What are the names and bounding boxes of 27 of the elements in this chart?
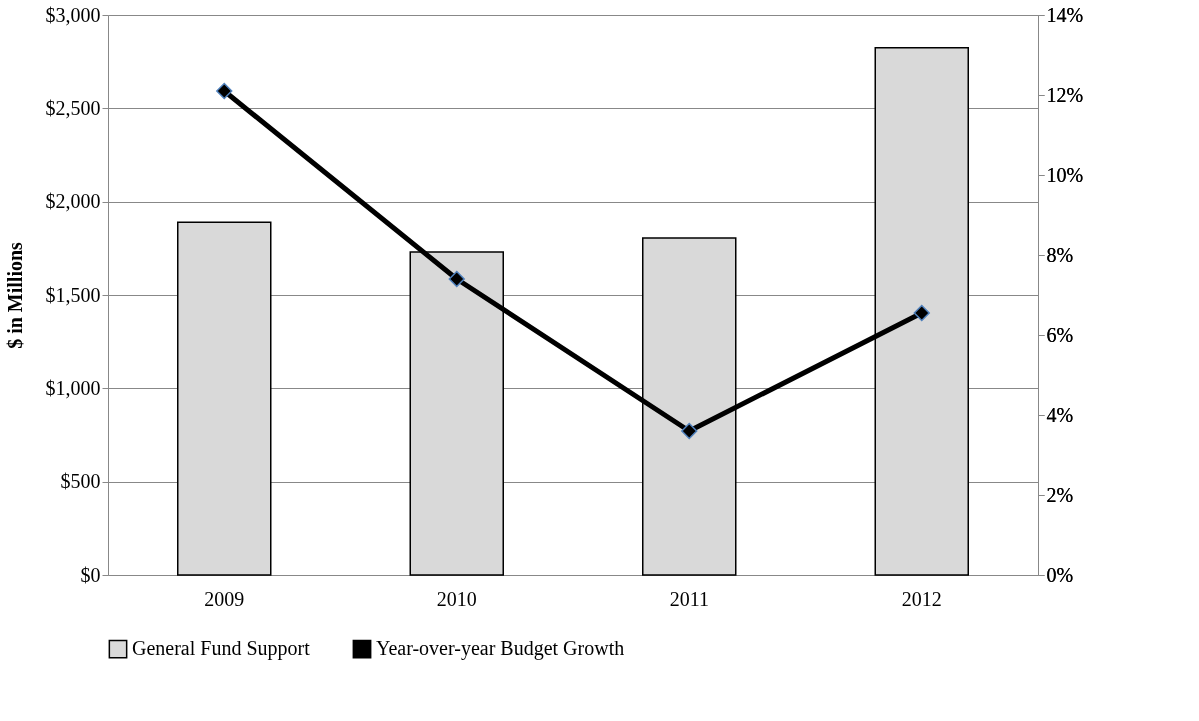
y2-tick-label: 14% [1046, 3, 1084, 26]
y-tick-label: $1,000 [45, 376, 101, 399]
y-tick-label: $2,500 [45, 96, 101, 119]
point [216, 82, 233, 100]
point [913, 304, 930, 322]
y2-tick-label: 6% [1046, 323, 1074, 346]
x-tick-label: 2009 [204, 587, 245, 610]
point [448, 270, 465, 288]
y2-tick-label: 2% [1046, 483, 1074, 506]
legend-label: General Fund Support [132, 637, 311, 661]
y2-tick-label: 12% [1046, 83, 1084, 106]
x-tick-label: 2011 [669, 587, 709, 610]
y2-tick-label: 4% [1046, 403, 1074, 426]
point [681, 422, 698, 440]
y-tick-label: $2,000 [45, 190, 101, 213]
legend-label: Year-over-year Budget Growth [376, 637, 625, 661]
y2-tick-label: 8% [1046, 243, 1074, 266]
y2-tick-label: 0% [1046, 563, 1074, 586]
x-tick-label: 2010 [436, 587, 477, 610]
y-tick-label: $0 [80, 563, 101, 586]
y-tick-label: $1,500 [45, 283, 101, 306]
y-axis-title: $ in Millions [3, 241, 26, 349]
x-tick-label: 2012 [901, 587, 942, 610]
bar [177, 221, 272, 576]
y-tick-label: $3,000 [45, 3, 101, 26]
y-tick-label: $500 [60, 470, 101, 493]
y2-tick-label: 10% [1046, 163, 1084, 186]
